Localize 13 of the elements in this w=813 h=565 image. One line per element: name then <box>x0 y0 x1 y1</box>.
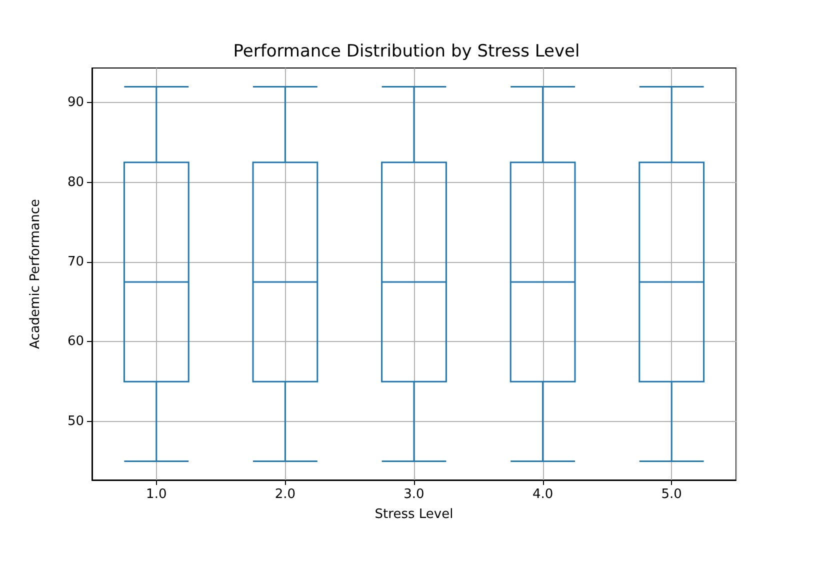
x-tick-label: 5.0 <box>661 487 682 502</box>
y-tick-label: 60 <box>67 334 84 350</box>
x-tick-label: 2.0 <box>274 487 296 502</box>
x-tick-label: 1.0 <box>146 487 167 502</box>
chart-title: Performance Distribution by Stress Level <box>233 42 580 62</box>
y-axis-title: Academic Performance <box>28 199 43 349</box>
y-tick-label: 90 <box>67 95 84 110</box>
x-tick-label: 4.0 <box>532 487 554 502</box>
y-tick-label: 80 <box>67 174 84 190</box>
y-tick-label: 50 <box>67 414 84 429</box>
x-tick-label: 3.0 <box>404 487 424 502</box>
y-tick-label: 70 <box>67 254 84 270</box>
x-axis-title: Stress Level <box>374 507 454 522</box>
